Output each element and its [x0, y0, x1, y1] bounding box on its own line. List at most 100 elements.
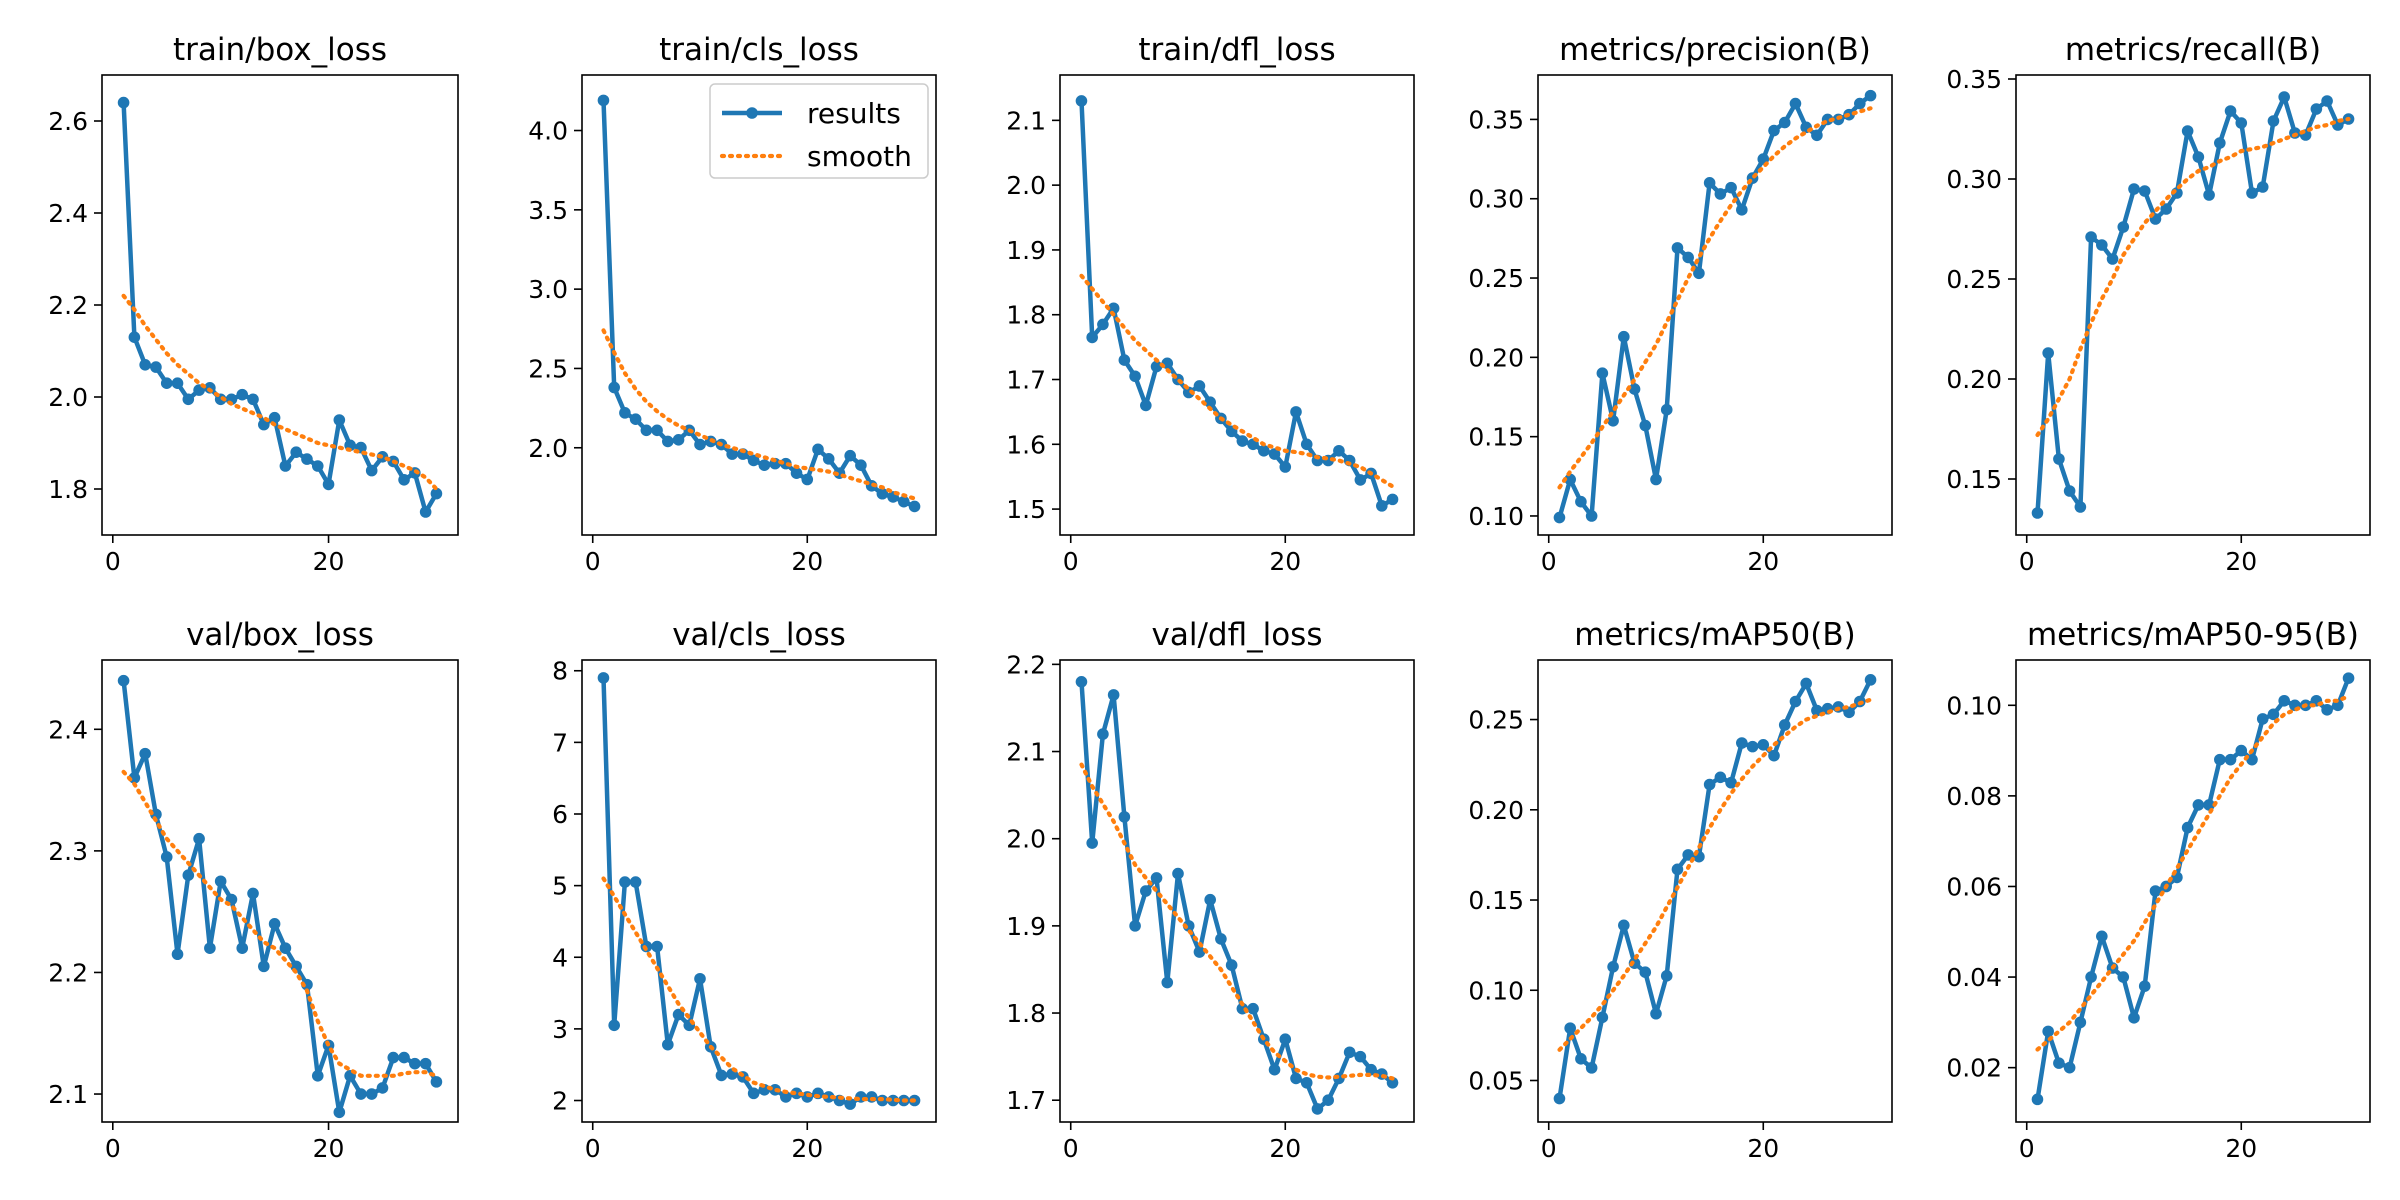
data-point [2149, 885, 2162, 897]
data-point [1107, 689, 1120, 701]
data-point [1386, 493, 1399, 506]
data-point [1746, 740, 1759, 753]
data-point [619, 876, 631, 888]
data-point [1204, 893, 1216, 906]
data-point [747, 1087, 760, 1100]
data-point [1660, 970, 1673, 982]
data-point [2138, 185, 2151, 197]
data-point [780, 1091, 792, 1103]
data-point [1607, 960, 1619, 973]
data-point [1703, 778, 1716, 791]
data-point [2181, 821, 2194, 834]
y-tick-label: 1.9 [1006, 912, 1046, 941]
data-point [1311, 1103, 1324, 1115]
legend-label: smooth [807, 140, 912, 173]
data-point [1086, 837, 1098, 849]
y-tick-label: 0.10 [1468, 502, 1524, 531]
series-smooth [2035, 116, 2351, 438]
y-tick-label: 0.15 [1946, 465, 2002, 494]
x-tick-label: 0 [1063, 547, 1079, 576]
data-point [908, 500, 921, 513]
subplot-title: train/dfl_loss [1138, 32, 1335, 68]
data-point [1585, 510, 1598, 522]
data-point [1172, 867, 1184, 880]
data-point [1258, 444, 1270, 457]
data-point [2096, 930, 2108, 943]
smooth-line [1079, 762, 1395, 1081]
x-tick-label: 0 [2019, 1134, 2035, 1163]
subplot-title: val/box_loss [186, 617, 374, 653]
data-point [790, 467, 803, 479]
y-tick-label: 8 [552, 657, 568, 686]
series-smooth [601, 328, 917, 501]
data-point [2042, 347, 2054, 359]
data-point [1639, 966, 1652, 979]
x-tick-label: 0 [585, 1134, 601, 1163]
data-point [311, 460, 324, 472]
data-point [2278, 694, 2290, 707]
data-point [2128, 183, 2140, 195]
data-point [1585, 1062, 1598, 1074]
x-tick-label: 0 [1541, 547, 1557, 576]
subplot-title: train/cls_loss [659, 32, 859, 68]
data-point [236, 942, 249, 954]
y-tick-label: 2.1 [1006, 106, 1046, 135]
data-point [1107, 302, 1120, 315]
data-point [1333, 444, 1345, 457]
data-point [1725, 776, 1737, 789]
subplot-title: metrics/mAP50-95(B) [2027, 617, 2359, 653]
y-tick-label: 3.5 [528, 196, 568, 225]
data-point [2138, 980, 2151, 992]
plot-frame [1537, 74, 1893, 536]
data-point [1778, 719, 1791, 731]
x-tick-label: 0 [585, 547, 601, 576]
data-point [1650, 473, 1662, 486]
y-tick-label: 0.35 [1468, 105, 1524, 134]
data-point [1193, 380, 1206, 392]
data-point [171, 948, 184, 961]
y-tick-label: 1.7 [1006, 1086, 1046, 1115]
y-tick-label: 1.8 [48, 475, 88, 504]
data-point [1140, 885, 1152, 897]
data-point [1778, 116, 1791, 129]
subplot-title: metrics/mAP50(B) [1574, 617, 1855, 653]
data-point [1268, 448, 1281, 460]
data-point [651, 424, 663, 437]
data-point [236, 388, 249, 401]
plot-frame [101, 659, 459, 1123]
data-point [365, 464, 378, 477]
data-point [2321, 704, 2333, 716]
y-tick-label: 0.20 [1468, 796, 1524, 825]
data-point [1215, 933, 1227, 945]
data-point [1268, 1063, 1281, 1076]
data-point [1290, 1072, 1302, 1085]
y-tick-label: 2.6 [48, 107, 88, 136]
data-point [301, 978, 313, 991]
data-point [1150, 872, 1163, 884]
data-point [812, 443, 824, 456]
series-results [1075, 675, 1399, 1115]
data-point [2063, 485, 2076, 497]
data-point [2214, 137, 2226, 149]
data-point [333, 1106, 346, 1119]
data-point [1575, 1053, 1587, 1065]
data-point [139, 359, 151, 371]
data-point [1714, 771, 1727, 784]
data-point [2235, 117, 2248, 129]
data-point [322, 478, 335, 491]
series-smooth [121, 769, 439, 1078]
data-point [726, 448, 738, 460]
y-tick-label: 0.10 [1946, 691, 2002, 720]
results-line [1079, 100, 1394, 509]
data-point [258, 960, 270, 973]
smooth-line [2035, 694, 2351, 1052]
y-tick-label: 4 [552, 943, 568, 972]
data-point [640, 424, 653, 437]
y-tick-label: 0.20 [1468, 343, 1524, 372]
data-point [117, 674, 130, 687]
series-smooth [1557, 697, 1873, 1052]
data-point [1725, 181, 1737, 194]
y-tick-label: 1.8 [1006, 301, 1046, 330]
data-point [1575, 495, 1587, 508]
